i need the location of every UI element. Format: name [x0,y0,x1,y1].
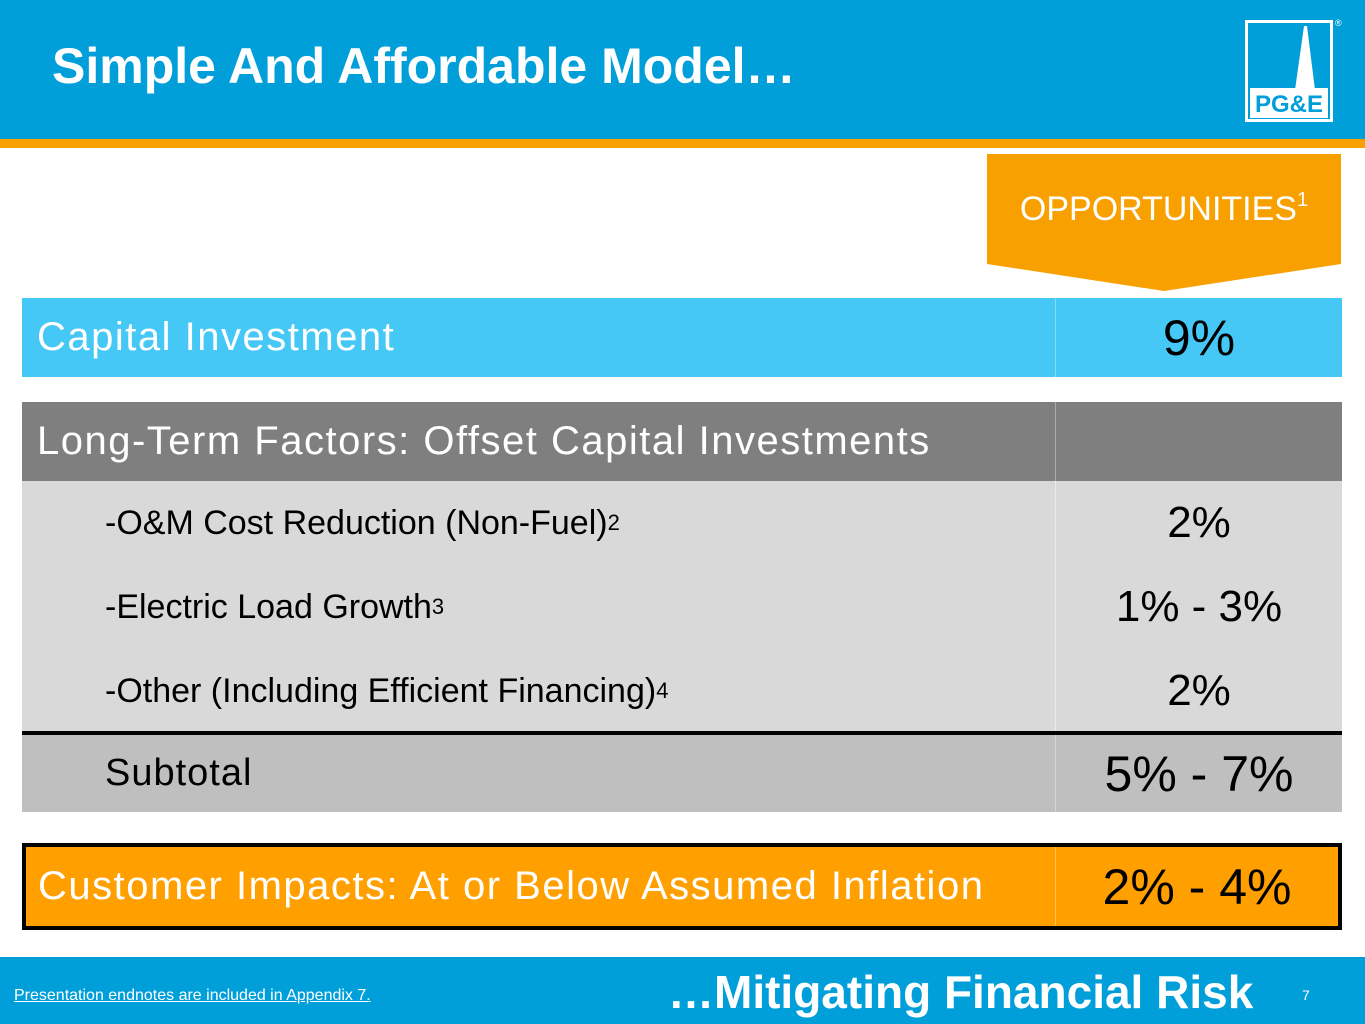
customer-impacts-value: 2% - 4% [1055,847,1338,926]
opportunities-tab: OPPORTUNITIES1 [987,154,1341,291]
registered-mark: ® [1335,18,1342,28]
factor-label: -Electric Load Growth 3 [105,587,445,626]
long-term-factors-header-row: Long-Term Factors: Offset Capital Invest… [22,402,1342,481]
capital-investment-row: Capital Investment 9% [22,298,1342,377]
subtotal-label: Subtotal [105,752,253,794]
header-accent-stripe [0,139,1365,148]
factor-value: 2% [1055,649,1342,733]
factor-value: 2% [1055,481,1342,565]
customer-impacts-label: Customer Impacts: At or Below Assumed In… [38,864,985,908]
capital-investment-value: 9% [1055,298,1342,377]
long-term-factors-label: Long-Term Factors: Offset Capital Invest… [37,419,931,463]
pge-logo: PG&E [1245,20,1333,122]
factor-value: 1% - 3% [1055,565,1342,649]
header-bar: Simple And Affordable Model… PG&E ® [0,0,1365,139]
factor-footnote: 2 [607,510,620,535]
factor-label: -O&M Cost Reduction (Non-Fuel) 2 [105,503,620,542]
footer-tagline: …Mitigating Financial Risk [668,966,1254,1018]
factor-row-load-growth: -Electric Load Growth 3 1% - 3% [22,565,1342,649]
factors-block: -O&M Cost Reduction (Non-Fuel) 2 2% -Elec… [22,481,1342,733]
subtotal-row: Subtotal 5% - 7% [22,735,1342,812]
customer-impacts-row: Customer Impacts: At or Below Assumed In… [22,843,1342,930]
opportunities-tab-shape [987,154,1341,291]
page-title: Simple And Affordable Model… [52,38,796,94]
endnotes-link[interactable]: Presentation endnotes are included in Ap… [14,987,371,1004]
factor-footnote: 3 [431,594,445,619]
factor-row-other: -Other (Including Efficient Financing) 4 … [22,649,1342,733]
subtotal-divider [22,731,1342,735]
factor-footnote: 4 [656,678,669,703]
footer-bar: Presentation endnotes are included in Ap… [0,957,1365,1024]
svg-text:PG&E: PG&E [1255,91,1323,118]
opportunities-footnote: 1 [1296,189,1309,211]
page-number: 7 [1302,987,1310,1003]
opportunities-label: OPPORTUNITIES1 [1019,189,1309,228]
long-term-factors-value [1055,402,1342,481]
factor-label: -Other (Including Efficient Financing) 4 [105,671,669,710]
subtotal-value: 5% - 7% [1055,735,1342,812]
factor-row-om: -O&M Cost Reduction (Non-Fuel) 2 2% [22,481,1342,565]
capital-investment-label: Capital Investment [37,315,396,359]
